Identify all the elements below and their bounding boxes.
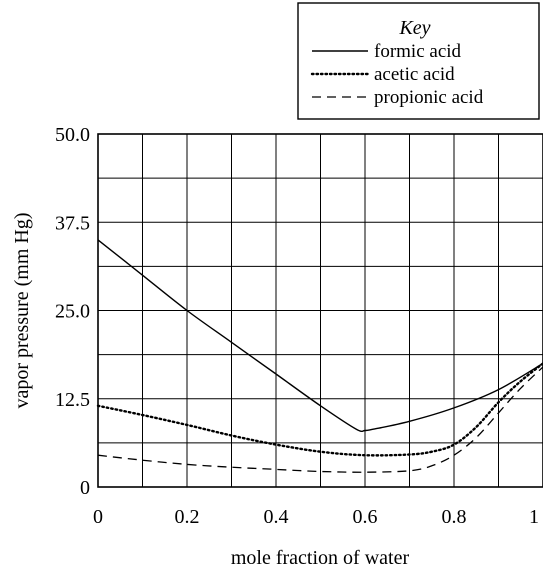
plot-frame	[97, 133, 543, 488]
x-tick-label: 1	[529, 506, 539, 528]
x-tick-label: 0.4	[264, 506, 289, 528]
y-tick-label: 12.5	[55, 389, 90, 411]
grid	[98, 134, 543, 487]
legend-label: acetic acid	[374, 64, 455, 85]
y-tick-label: 37.5	[55, 212, 90, 234]
x-tick-label: 0.2	[175, 506, 200, 528]
y-tick-label: 50.0	[55, 124, 90, 146]
series-lines	[96, 239, 543, 473]
x-tick-labels: 0 0.2 0.4 0.6 0.8 1	[93, 506, 539, 528]
y-axis-label: vapor pressure (mm Hg)	[11, 212, 33, 408]
legend-frame	[297, 2, 540, 120]
x-axis-label: mole fraction of water	[231, 547, 410, 569]
x-tick-label: 0	[93, 506, 103, 528]
series-line-formic-acid	[97, 239, 543, 433]
legend-label: propionic acid	[374, 87, 484, 108]
legend-label: formic acid	[374, 41, 462, 62]
y-tick-label: 25.0	[55, 301, 90, 323]
series-line-propionic-acid	[97, 366, 543, 473]
y-tick-labels: 0 12.5 25.0 37.5 50.0	[55, 124, 90, 499]
x-tick-label: 0.6	[353, 506, 378, 528]
legend-title: Key	[398, 17, 430, 39]
x-tick-label: 0.8	[442, 506, 467, 528]
plot-area: 0 12.5 25.0 37.5 50.0 0 0.2 0.4 0.6 0.8 1	[55, 124, 543, 528]
y-tick-label: 0	[80, 477, 90, 499]
series-line-acetic-acid	[96, 362, 543, 457]
